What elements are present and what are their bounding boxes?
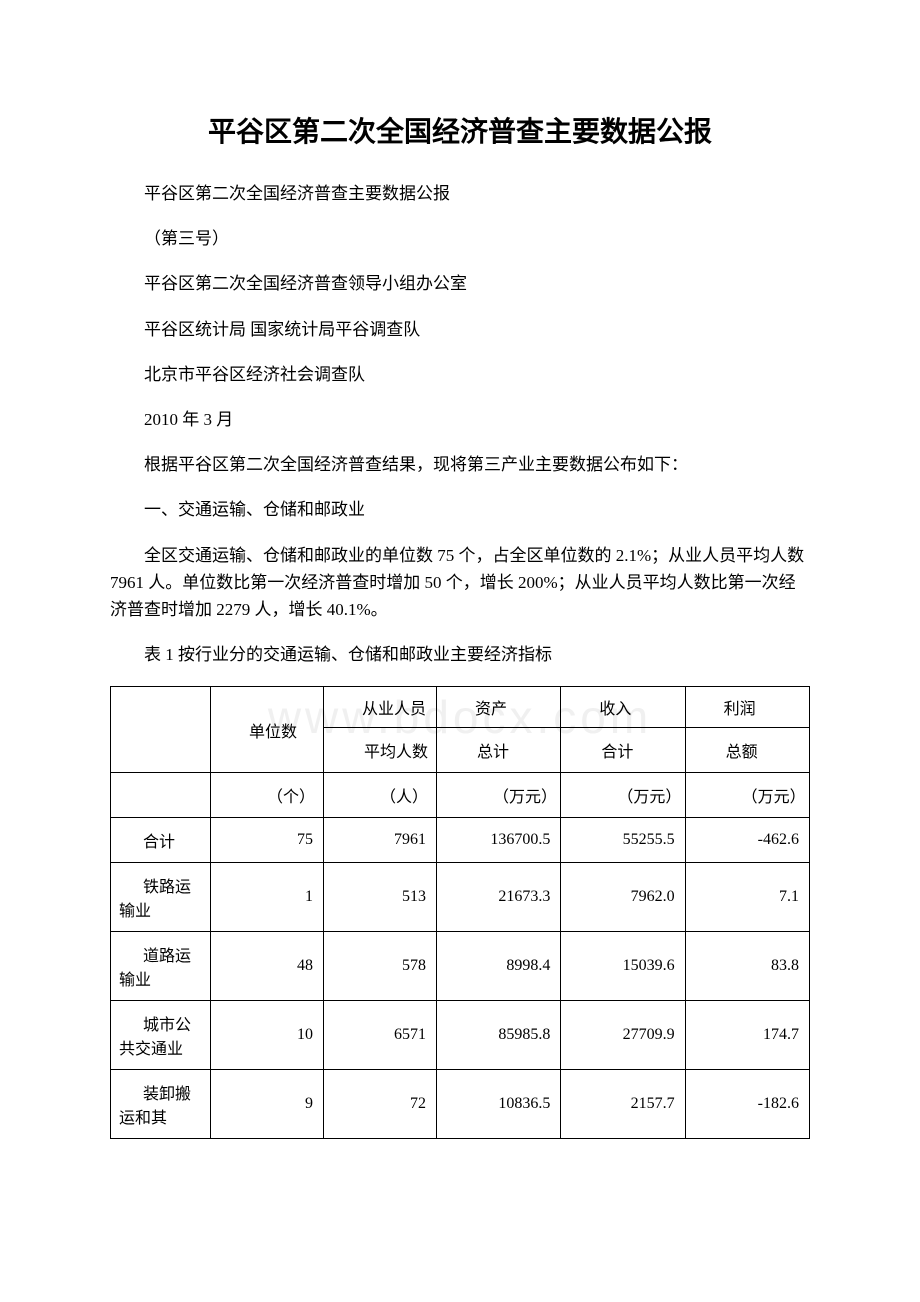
- row-profit: 83.8: [685, 932, 809, 1001]
- table-row: 城市公共交通业 10 6571 85985.8 27709.9 174.7: [111, 1001, 810, 1070]
- row-revenue: 55255.5: [561, 818, 685, 863]
- row-revenue: 2157.7: [561, 1070, 685, 1139]
- office-1: 平谷区第二次全国经济普查领导小组办公室: [110, 270, 810, 297]
- header-avg-people: 平均人数: [324, 728, 437, 773]
- units-empty: [111, 773, 211, 818]
- office-2: 平谷区统计局 国家统计局平谷调查队: [110, 316, 810, 343]
- section-1-heading: 一、交通运输、仓储和邮政业: [110, 496, 810, 523]
- header-profit: 利润: [685, 687, 809, 728]
- row-employees: 578: [324, 932, 437, 1001]
- row-employees: 513: [324, 863, 437, 932]
- header-empty: [111, 687, 211, 773]
- row-unitcount: 9: [211, 1070, 324, 1139]
- document-content: 平谷区第二次全国经济普查主要数据公报 平谷区第二次全国经济普查主要数据公报 （第…: [110, 110, 810, 1139]
- row-label: 铁路运输业: [111, 863, 211, 932]
- table-row: 装卸搬运和其 9 72 10836.5 2157.7 -182.6: [111, 1070, 810, 1139]
- page-title: 平谷区第二次全国经济普查主要数据公报: [110, 110, 810, 150]
- row-assets: 10836.5: [437, 1070, 561, 1139]
- row-employees: 7961: [324, 818, 437, 863]
- row-label: 城市公共交通业: [111, 1001, 211, 1070]
- section-1-body: 全区交通运输、仓储和邮政业的单位数 75 个，占全区单位数的 2.1%；从业人员…: [110, 542, 810, 624]
- subtitle-1: 平谷区第二次全国经济普查主要数据公报: [110, 180, 810, 207]
- header-unit-count: 单位数: [211, 687, 324, 773]
- header-employees: 从业人员: [324, 687, 437, 728]
- header-sum: 合计: [561, 728, 685, 773]
- row-profit: 7.1: [685, 863, 809, 932]
- table-row: 铁路运输业 1 513 21673.3 7962.0 7.1: [111, 863, 810, 932]
- table-caption: 表 1 按行业分的交通运输、仓储和邮政业主要经济指标: [110, 641, 810, 668]
- header-assets: 资产: [437, 687, 561, 728]
- unit-ge: （个）: [211, 773, 324, 818]
- unit-wan-2: （万元）: [561, 773, 685, 818]
- unit-wan-3: （万元）: [685, 773, 809, 818]
- row-assets: 8998.4: [437, 932, 561, 1001]
- row-revenue: 27709.9: [561, 1001, 685, 1070]
- header-revenue: 收入: [561, 687, 685, 728]
- table-header-row-1: 单位数 从业人员 资产 收入 利润: [111, 687, 810, 728]
- economic-indicators-table: 单位数 从业人员 资产 收入 利润 平均人数 总计 合计 总额 （个） （人） …: [110, 686, 810, 1139]
- table-units-row: （个） （人） （万元） （万元） （万元）: [111, 773, 810, 818]
- row-assets: 85985.8: [437, 1001, 561, 1070]
- row-assets: 136700.5: [437, 818, 561, 863]
- row-label: 装卸搬运和其: [111, 1070, 211, 1139]
- row-revenue: 7962.0: [561, 863, 685, 932]
- intro-para: 根据平谷区第二次全国经济普查结果，现将第三产业主要数据公布如下：: [110, 451, 810, 478]
- unit-wan-1: （万元）: [437, 773, 561, 818]
- issue-number: （第三号）: [110, 225, 810, 252]
- office-3: 北京市平谷区经济社会调查队: [110, 361, 810, 388]
- row-unitcount: 48: [211, 932, 324, 1001]
- header-total: 总计: [437, 728, 561, 773]
- date: 2010 年 3 月: [110, 406, 810, 433]
- row-profit: -462.6: [685, 818, 809, 863]
- row-revenue: 15039.6: [561, 932, 685, 1001]
- row-label: 合计: [111, 818, 211, 863]
- row-unitcount: 10: [211, 1001, 324, 1070]
- row-unitcount: 1: [211, 863, 324, 932]
- unit-ren: （人）: [324, 773, 437, 818]
- row-profit: 174.7: [685, 1001, 809, 1070]
- row-employees: 6571: [324, 1001, 437, 1070]
- header-amount: 总额: [685, 728, 809, 773]
- row-employees: 72: [324, 1070, 437, 1139]
- row-label: 道路运输业: [111, 932, 211, 1001]
- row-unitcount: 75: [211, 818, 324, 863]
- table-row: 合计 75 7961 136700.5 55255.5 -462.6: [111, 818, 810, 863]
- row-profit: -182.6: [685, 1070, 809, 1139]
- table-row: 道路运输业 48 578 8998.4 15039.6 83.8: [111, 932, 810, 1001]
- row-assets: 21673.3: [437, 863, 561, 932]
